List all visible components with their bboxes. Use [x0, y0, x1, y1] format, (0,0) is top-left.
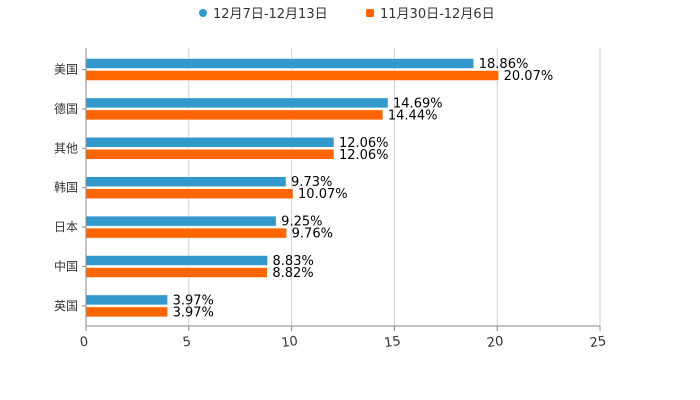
- value-label-1-0: 20.07%: [504, 69, 554, 84]
- y-category-label-5: 中国: [54, 259, 78, 274]
- value-label-0-6: 3.97%: [173, 293, 214, 308]
- value-label-1-4: 9.76%: [292, 227, 333, 242]
- value-label-1-1: 14.44%: [388, 108, 438, 123]
- value-label-1-6: 3.97%: [173, 305, 214, 320]
- axes: [82, 48, 601, 331]
- bar-0-1: [85, 97, 389, 109]
- bars: [85, 58, 499, 318]
- value-label-0-4: 9.25%: [281, 215, 322, 230]
- legend-label-0: 12月7日-12月13日: [213, 7, 328, 22]
- bar-0-5: [85, 255, 268, 266]
- y-category-label-6: 英国: [54, 299, 78, 313]
- y-category-label-0: 美国: [54, 63, 78, 77]
- x-tick-label-0: 0: [79, 334, 89, 350]
- value-label-1-2: 12.06%: [339, 148, 389, 163]
- labels: 0 5 10 15 20 25 美国 18.86%20.07% 德国 14.69%14.44% 其他…: [54, 57, 607, 351]
- bar-1-1: [85, 109, 384, 121]
- y-category-label-4: 日本: [54, 220, 78, 234]
- legend-marker-1: [366, 9, 374, 17]
- bar-0-6: [85, 294, 168, 306]
- value-label-0-1: 14.69%: [393, 96, 443, 111]
- y-category-label-2: 其他: [54, 141, 78, 155]
- bar-1-4: [85, 227, 287, 239]
- bar-1-3: [85, 188, 294, 199]
- value-label-0-3: 9.73%: [291, 175, 332, 190]
- value-label-0-2: 12.06%: [339, 136, 389, 151]
- y-category-label-1: 德国: [54, 101, 78, 116]
- value-label-0-0: 18.86%: [479, 57, 529, 72]
- x-tick-label-5: 5: [182, 334, 192, 350]
- value-label-1-5: 8.82%: [272, 266, 313, 281]
- bar-1-0: [85, 70, 499, 81]
- bar-1-5: [85, 267, 268, 278]
- x-tick-label-10: 10: [280, 334, 298, 351]
- bar-0-0: [85, 58, 475, 69]
- x-tick-label-20: 20: [486, 334, 504, 351]
- value-label-0-5: 8.83%: [273, 254, 314, 269]
- bar-0-3: [85, 176, 287, 187]
- legend-marker-0: [199, 9, 207, 17]
- bar-1-6: [85, 306, 168, 318]
- y-category-label-3: 韩国: [54, 180, 78, 195]
- legend-label-1: 11月30日-12月6日: [380, 7, 495, 22]
- bar-0-2: [85, 137, 335, 148]
- bar-0-4: [85, 215, 277, 227]
- x-tick-label-25: 25: [589, 334, 607, 351]
- value-label-1-3: 10.07%: [298, 187, 348, 202]
- bar-1-2: [85, 149, 335, 160]
- legend: 12月7日-12月13日 11月30日-12月6日: [199, 7, 495, 22]
- x-tick-label-15: 15: [383, 334, 401, 351]
